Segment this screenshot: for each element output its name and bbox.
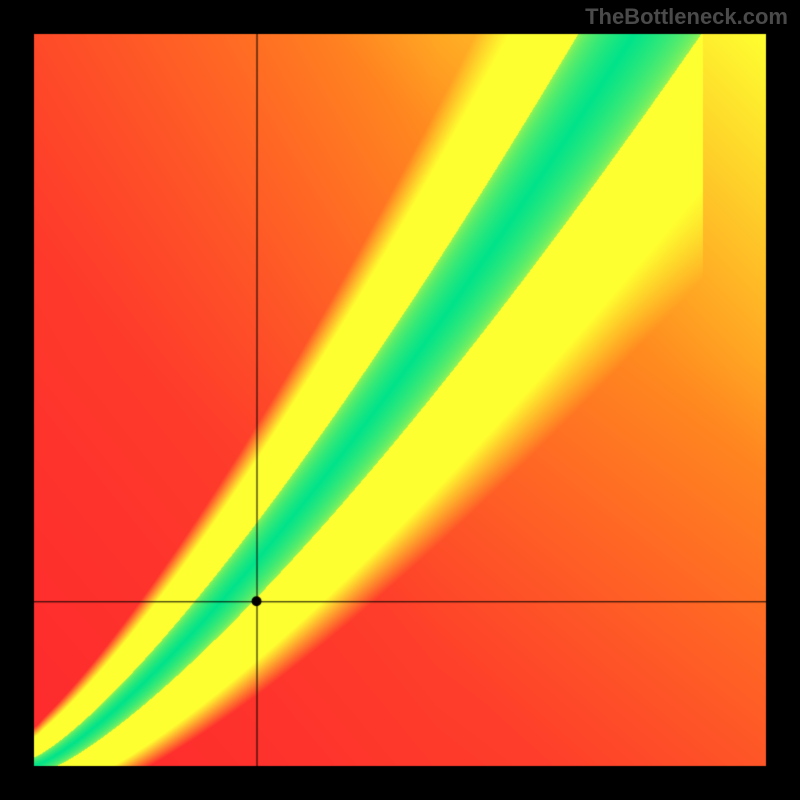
chart-container: TheBottleneck.com bbox=[0, 0, 800, 800]
bottleneck-heatmap bbox=[0, 0, 800, 800]
watermark-label: TheBottleneck.com bbox=[585, 4, 788, 30]
